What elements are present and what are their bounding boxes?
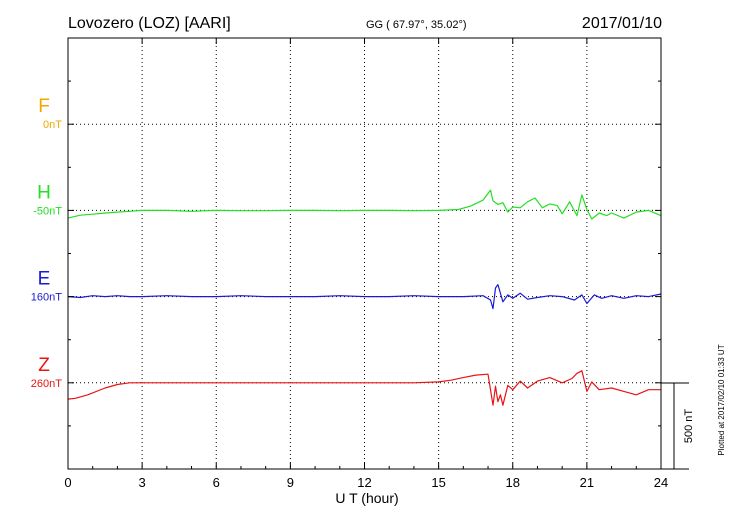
grid-lines	[68, 38, 661, 469]
series-name-f: F	[38, 96, 50, 117]
x-tick-label: 21	[580, 475, 594, 490]
series-baseline-h: -50nT	[33, 205, 62, 217]
series-baseline-z: 260nT	[31, 378, 62, 390]
x-tick-label: 6	[213, 475, 220, 490]
series-name-z: Z	[38, 355, 50, 376]
series-name-h: H	[37, 182, 51, 203]
x-tick-label: 12	[357, 475, 371, 490]
x-tick-label: 24	[654, 475, 668, 490]
scale-bar-label: 500 nT	[683, 409, 695, 444]
scale-bar: 500 nT	[661, 382, 695, 470]
x-tick-label: 15	[431, 475, 445, 490]
plotted-note: Plotted at 2017/02/10 01:33 UT	[717, 344, 726, 455]
coordinates-label: GG ( 67.97°, 35.02°)	[366, 19, 467, 31]
chart-title: Lovozero (LOZ) [AARI]	[68, 15, 231, 32]
series-labels: F 0nT H -50nT E 160nT Z 260nT	[31, 96, 62, 390]
series-name-e: E	[38, 269, 51, 290]
trace-e	[67, 284, 662, 310]
trace-h	[67, 189, 662, 220]
series-baseline-e: 160nT	[31, 292, 62, 304]
axis-ticks: 0 3 6 9 12 15 18 21 24	[64, 37, 668, 490]
x-tick-label: 0	[64, 475, 71, 490]
trace-z	[67, 370, 661, 406]
x-tick-label: 18	[506, 475, 520, 490]
trace-layer	[67, 189, 662, 406]
x-tick-label: 3	[139, 475, 146, 490]
x-axis-label: U T (hour)	[335, 490, 398, 506]
date-label: 2017/01/10	[582, 15, 662, 32]
x-tick-label: 9	[287, 475, 294, 490]
series-baseline-f: 0nT	[43, 119, 62, 131]
